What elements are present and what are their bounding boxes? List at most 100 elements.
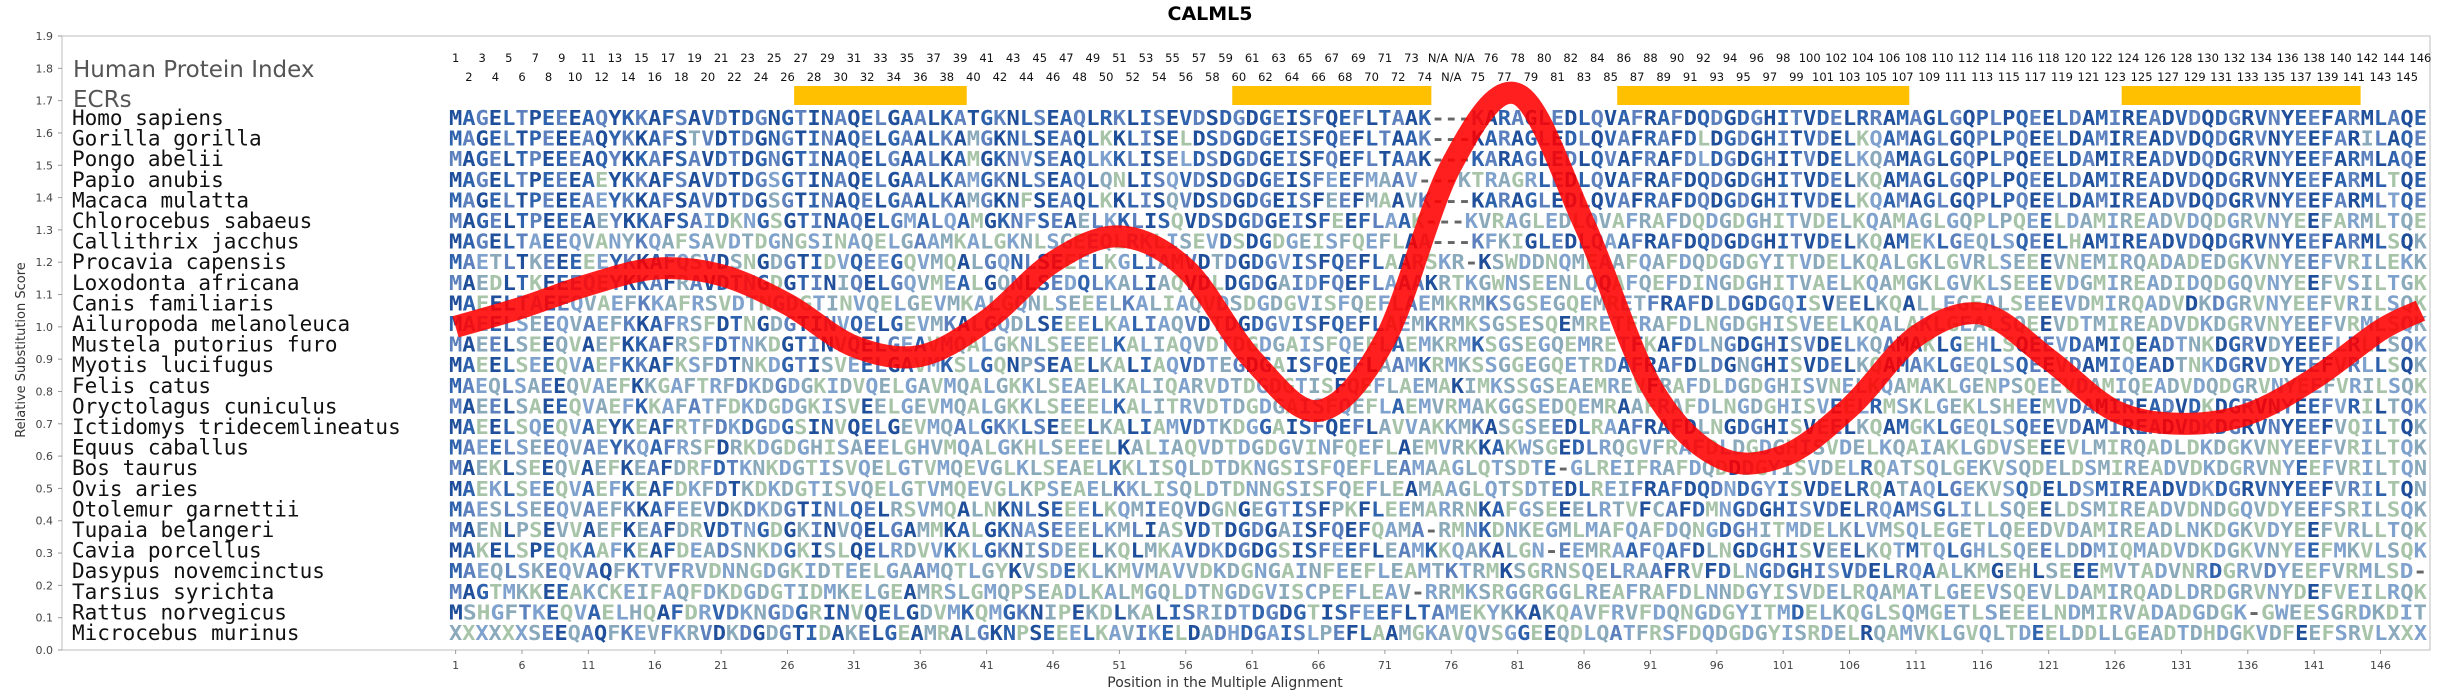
residue: D xyxy=(1737,106,1750,130)
protein-index-even: 131 xyxy=(2210,70,2232,84)
residue: L xyxy=(1577,147,1590,171)
residue: A xyxy=(462,147,476,171)
residue: G xyxy=(1949,106,1962,130)
residue: V xyxy=(647,621,660,645)
protein-index-odd: 43 xyxy=(1006,51,1021,65)
protein-index-odd: 13 xyxy=(608,51,623,65)
residue: A xyxy=(1484,127,1498,151)
residue: G xyxy=(754,147,767,171)
y-tick-label: 0.0 xyxy=(36,644,54,657)
residue: F xyxy=(1670,106,1683,130)
residue: D xyxy=(1684,106,1697,130)
residue: G xyxy=(1723,106,1736,130)
residue: L xyxy=(1020,127,1033,151)
residue: V xyxy=(1604,127,1617,151)
residue: L xyxy=(1933,209,1946,233)
residue: A xyxy=(900,106,914,130)
residue: G xyxy=(2229,621,2242,645)
residue: L xyxy=(502,230,515,254)
residue: E xyxy=(2294,168,2307,192)
residue: L xyxy=(871,621,884,645)
residue: Q xyxy=(847,147,860,171)
residue: Q xyxy=(1073,147,1086,171)
protein-index-even: 93 xyxy=(1709,70,1724,84)
species-label: Microcebus murinus xyxy=(72,621,300,645)
residue: L xyxy=(2374,168,2387,192)
protein-index-even: N/A xyxy=(1441,70,1461,84)
residue: Q xyxy=(2015,147,2028,171)
residue: E xyxy=(1830,106,1843,130)
residue: D xyxy=(1219,147,1232,171)
y-tick-label: 1.5 xyxy=(36,159,54,172)
residue: I xyxy=(1777,168,1790,192)
residue: E xyxy=(2294,106,2307,130)
protein-index-even: 141 xyxy=(2343,70,2365,84)
residue: T xyxy=(728,147,741,171)
residue: E xyxy=(2414,188,2427,212)
residue: A xyxy=(1883,168,1897,192)
residue: K xyxy=(623,209,637,233)
residue: L xyxy=(502,127,515,151)
residue: Q xyxy=(1697,168,1710,192)
residue: E xyxy=(2414,127,2427,151)
residue: M xyxy=(940,230,953,254)
residue: L xyxy=(1843,127,1856,151)
residue: R xyxy=(1644,188,1658,212)
residue: G xyxy=(980,106,993,130)
residue: M xyxy=(2095,127,2108,151)
residue: F xyxy=(1352,147,1365,171)
residue: D xyxy=(2186,209,2199,233)
residue: S xyxy=(1153,168,1166,192)
residue: R xyxy=(2122,127,2136,151)
residue: A xyxy=(1385,621,1399,645)
residue: Q xyxy=(1962,168,1975,192)
residue: N xyxy=(1007,188,1020,212)
ecr-bar xyxy=(2121,86,2361,105)
residue: Q xyxy=(1073,188,1086,212)
residue: Q xyxy=(568,230,581,254)
residue: Q xyxy=(1073,106,1086,130)
residue: E xyxy=(1344,209,1357,233)
residue: H xyxy=(1763,168,1776,192)
residue: T xyxy=(792,621,805,645)
residue: Q xyxy=(1702,621,1715,645)
residue: - xyxy=(1418,168,1431,192)
residue: D xyxy=(2069,127,2082,151)
residue: D xyxy=(1710,127,1723,151)
residue: L xyxy=(1126,147,1139,171)
protein-index-even: 83 xyxy=(1577,70,1592,84)
residue: L xyxy=(1936,106,1949,130)
protein-index-even: 135 xyxy=(2263,70,2285,84)
species-label: Gorilla gorilla xyxy=(72,127,262,151)
residue: L xyxy=(1986,209,1999,233)
residue: K xyxy=(635,168,649,192)
residue: T xyxy=(741,230,754,254)
residue: Q xyxy=(648,230,661,254)
residue: D xyxy=(1192,168,1205,192)
residue: D xyxy=(1246,168,1259,192)
protein-index-even: 129 xyxy=(2184,70,2206,84)
y-tick-label: 0.6 xyxy=(36,450,54,463)
residue: A xyxy=(1201,621,1215,645)
protein-index-even: 91 xyxy=(1683,70,1698,84)
protein-index-even: 115 xyxy=(1998,70,2020,84)
protein-index-odd: 134 xyxy=(2250,51,2272,65)
residue: S xyxy=(1299,127,1312,151)
residue: V xyxy=(1803,147,1816,171)
residue: D xyxy=(713,621,726,645)
residue: G xyxy=(781,147,794,171)
residue: P xyxy=(529,147,542,171)
residue: E xyxy=(1338,188,1351,212)
residue: G xyxy=(1259,168,1272,192)
residue: A xyxy=(1505,209,1519,233)
residue: I xyxy=(1280,621,1293,645)
residue: L xyxy=(2055,127,2068,151)
residue: L xyxy=(927,127,940,151)
protein-index-even: 77 xyxy=(1497,70,1512,84)
residue: A xyxy=(900,147,914,171)
residue: G xyxy=(976,621,989,645)
y-axis-label: Relative Substitution Score xyxy=(14,262,29,438)
protein-index-odd: 61 xyxy=(1245,51,1260,65)
residue: R xyxy=(1644,147,1658,171)
residue: D xyxy=(2188,147,2201,171)
